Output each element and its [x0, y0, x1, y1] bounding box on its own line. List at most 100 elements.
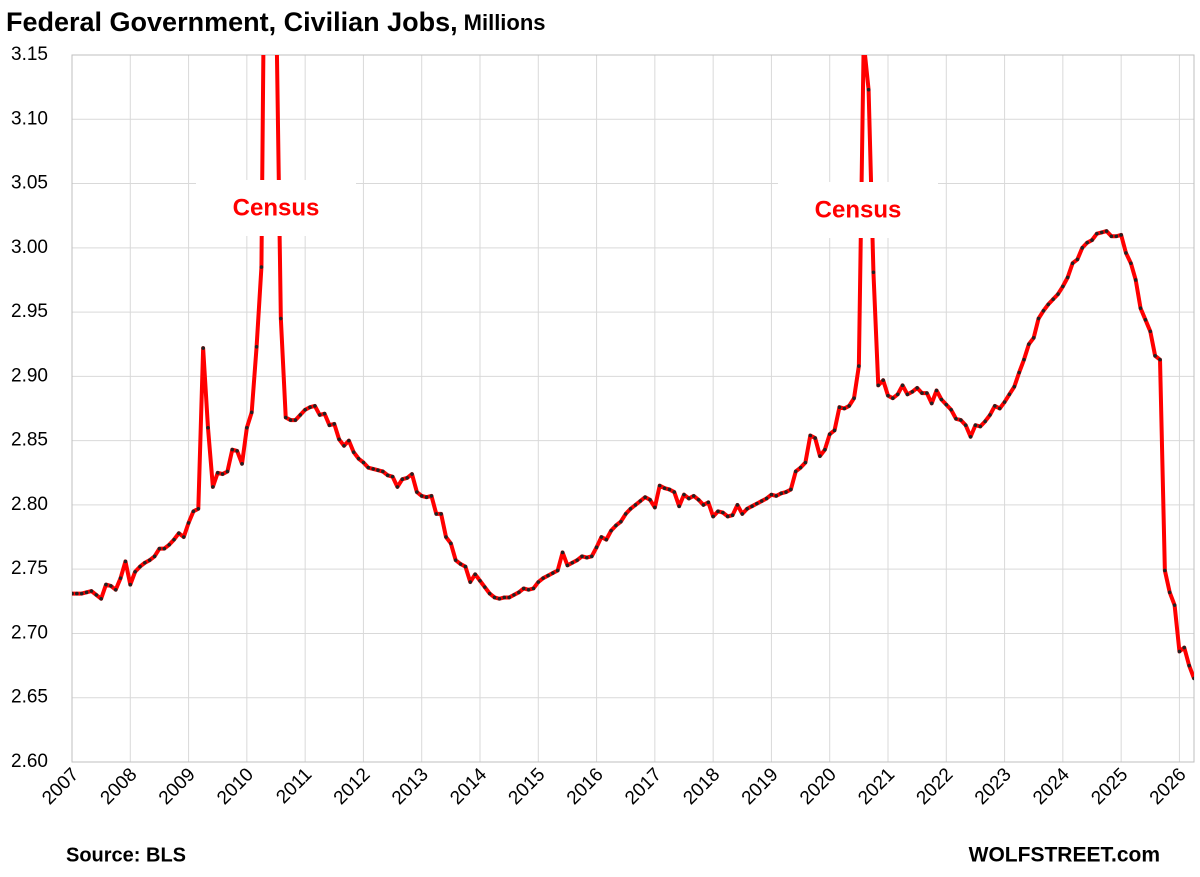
point	[653, 505, 657, 510]
x-tick-label: 2010	[213, 764, 258, 809]
point	[614, 523, 618, 528]
point	[1177, 649, 1182, 654]
point	[478, 578, 482, 583]
point	[327, 423, 332, 428]
point	[337, 437, 341, 442]
point	[959, 418, 963, 422]
point	[453, 558, 458, 562]
point	[1061, 284, 1065, 289]
x-tick-label: 2026	[1146, 764, 1191, 809]
point	[701, 503, 706, 507]
point	[570, 560, 575, 565]
point	[1104, 229, 1109, 233]
point	[623, 512, 628, 516]
point	[648, 497, 652, 502]
point	[211, 485, 215, 489]
point	[589, 554, 594, 559]
point	[662, 486, 667, 490]
point	[104, 582, 108, 587]
point	[706, 500, 711, 505]
point	[1027, 342, 1031, 347]
point	[954, 416, 958, 421]
point	[929, 401, 934, 406]
point	[526, 587, 531, 592]
point	[555, 568, 560, 573]
point	[944, 402, 949, 407]
x-tick-label: 2015	[505, 764, 550, 809]
point	[871, 270, 876, 275]
y-tick-label: 2.80	[11, 494, 48, 515]
point	[347, 438, 351, 443]
point	[1090, 238, 1094, 242]
point	[638, 499, 643, 503]
point	[439, 512, 443, 516]
point	[157, 546, 162, 551]
point	[322, 411, 327, 416]
point	[1148, 329, 1153, 334]
point	[949, 407, 953, 412]
point	[997, 406, 1002, 411]
point	[298, 413, 303, 417]
point	[356, 456, 361, 461]
point	[186, 521, 191, 525]
y-tick-label: 2.70	[11, 622, 48, 643]
point	[604, 537, 609, 542]
point	[740, 512, 745, 516]
point	[249, 410, 254, 415]
point	[609, 528, 613, 533]
point	[206, 425, 210, 430]
point	[283, 415, 288, 420]
point	[852, 396, 856, 401]
point	[381, 469, 385, 474]
point	[84, 590, 89, 595]
point	[1158, 357, 1162, 362]
x-tick-label: 2023	[971, 764, 1016, 809]
point	[628, 506, 633, 511]
point	[507, 595, 511, 600]
point	[886, 393, 890, 398]
point	[449, 541, 453, 546]
point	[1095, 231, 1099, 236]
point	[123, 559, 128, 564]
point	[546, 573, 550, 578]
x-tick-label: 2024	[1029, 764, 1074, 809]
point	[215, 470, 220, 475]
point	[789, 487, 793, 492]
annotation-box	[778, 182, 938, 238]
point	[1163, 568, 1167, 573]
point	[371, 467, 375, 471]
point	[79, 591, 84, 596]
point	[536, 580, 541, 584]
point	[1133, 278, 1138, 282]
point	[551, 571, 555, 575]
point	[696, 497, 701, 502]
point	[240, 461, 244, 466]
point	[1007, 392, 1012, 397]
point	[1119, 233, 1123, 237]
point	[735, 503, 740, 507]
point	[531, 586, 536, 591]
y-tick-label: 2.60	[11, 751, 48, 772]
point	[1051, 297, 1055, 302]
point	[750, 504, 754, 508]
annotations: Census Census	[196, 180, 938, 238]
point	[857, 364, 861, 368]
point	[798, 465, 803, 470]
point	[385, 473, 390, 478]
point	[366, 465, 371, 470]
point	[424, 495, 429, 499]
point	[143, 560, 147, 565]
point	[167, 542, 171, 547]
x-tick-label: 2019	[738, 764, 783, 809]
x-tick-label: 2011	[272, 764, 316, 808]
y-tick-label: 3.15	[11, 44, 48, 65]
point	[691, 494, 696, 498]
point	[1056, 292, 1060, 296]
point	[560, 550, 565, 555]
point	[1124, 251, 1128, 255]
point	[818, 454, 822, 458]
point	[468, 580, 473, 584]
point	[196, 506, 201, 511]
point	[842, 406, 847, 411]
point	[905, 392, 910, 397]
